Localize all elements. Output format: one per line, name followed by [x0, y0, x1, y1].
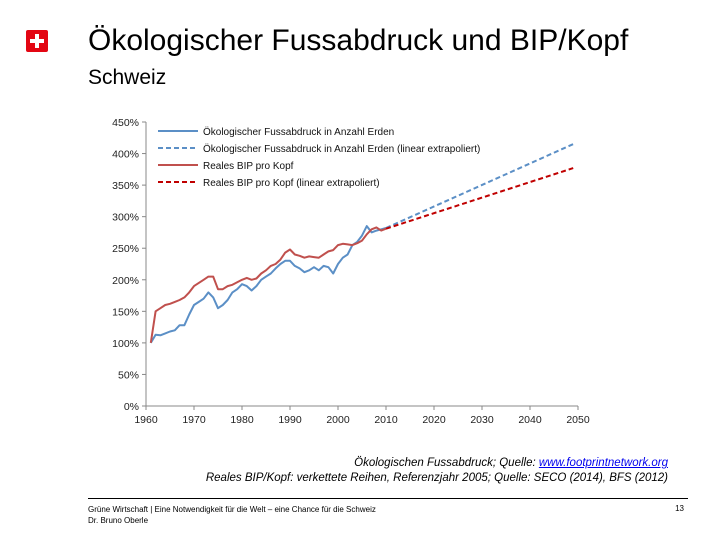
footer-author: Dr. Bruno Oberle — [88, 516, 149, 525]
y-tick-label: 250% — [112, 243, 139, 255]
x-tick-label: 1970 — [182, 414, 206, 426]
x-tick-label: 2030 — [470, 414, 494, 426]
x-tick-label: 1960 — [134, 414, 158, 426]
legend-label-1: Ökologischer Fussabdruck in Anzahl Erden — [203, 126, 394, 138]
source-note: Ökologischen Fussabdruck; Quelle: www.fo… — [206, 456, 668, 486]
y-tick-label: 50% — [118, 369, 139, 381]
y-tick-label: 0% — [124, 401, 139, 413]
legend-label-3: Reales BIP pro Kopf — [203, 161, 294, 172]
y-tick-label: 300% — [112, 212, 139, 224]
y-tick-label: 100% — [112, 338, 139, 350]
footer-text: Grüne Wirtschaft | Eine Notwendigkeit fü… — [88, 504, 376, 526]
footer-divider — [88, 498, 688, 499]
x-tick-label: 1980 — [230, 414, 254, 426]
y-tick-label: 450% — [112, 117, 139, 129]
x-tick-label: 2000 — [326, 414, 350, 426]
y-tick-label: 150% — [112, 306, 139, 318]
source-line1-prefix: Ökologischen Fussabdruck; Quelle: — [354, 457, 539, 469]
series-line-2 — [385, 143, 574, 229]
series-line-4 — [385, 167, 574, 230]
y-tick-label: 400% — [112, 149, 139, 161]
y-tick-label: 200% — [112, 275, 139, 287]
footer-line1: Grüne Wirtschaft | Eine Notwendigkeit fü… — [88, 505, 376, 514]
page-title: Ökologischer Fussabdruck und BIP/Kopf — [88, 24, 629, 57]
legend-label-4: Reales BIP pro Kopf (linear extrapoliert… — [203, 178, 380, 189]
series-line-3 — [149, 226, 387, 344]
legend-label-2: Ökologischer Fussabdruck in Anzahl Erden… — [203, 143, 480, 155]
page-subtitle: Schweiz — [88, 66, 167, 89]
x-tick-label: 2010 — [374, 414, 398, 426]
series-line-1 — [149, 225, 387, 344]
x-tick-label: 2020 — [422, 414, 446, 426]
x-tick-label: 2040 — [518, 414, 542, 426]
page-number: 13 — [675, 504, 684, 513]
swiss-cross-icon — [26, 30, 48, 52]
source-line2: Reales BIP/Kopf: verkettete Reihen, Refe… — [205, 472, 668, 484]
footprint-link[interactable]: www.footprintnetwork.org — [538, 457, 668, 469]
line-chart: 0% 50% 100% 150% 200% 250% 300% 350% 400% 450% 196… — [112, 117, 590, 426]
x-tick-label: 2050 — [566, 414, 590, 426]
x-tick-label: 1990 — [278, 414, 302, 426]
y-tick-label: 350% — [112, 180, 139, 192]
